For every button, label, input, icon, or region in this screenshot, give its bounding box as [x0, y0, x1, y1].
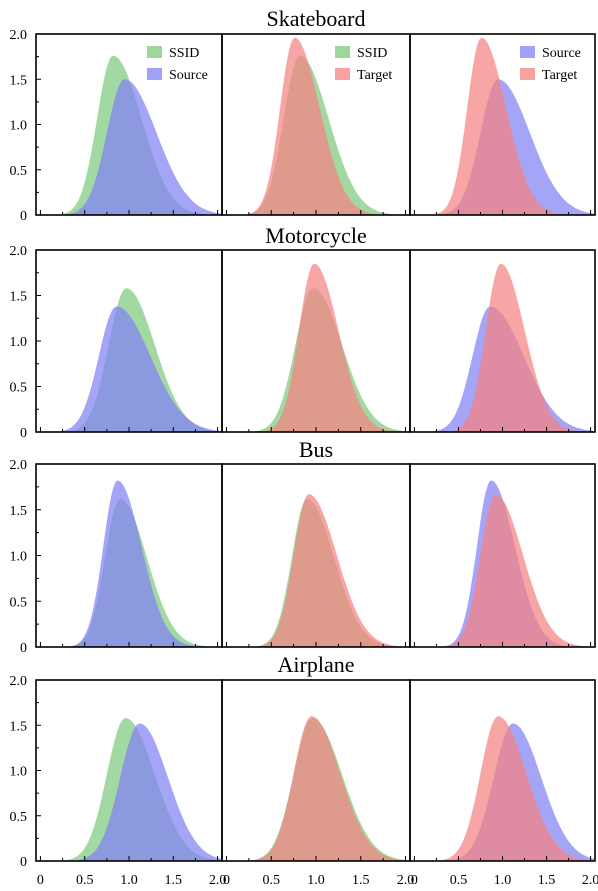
y-tick-label: 1.0: [10, 550, 28, 565]
area-target: [410, 37, 595, 215]
y-tick-label: 0: [20, 426, 27, 441]
x-tick-label: 1.5: [165, 873, 183, 888]
panel-0-1: SSID Target: [221, 33, 411, 216]
area-source: [36, 79, 222, 215]
row-title: Skateboard: [267, 6, 366, 31]
y-tick-label: 0: [20, 209, 27, 224]
x-tick-label: 1.5: [538, 873, 556, 888]
area-target: [222, 716, 410, 861]
panel-1-0: 0 0.5 1.0 1.5 2.0: [10, 244, 223, 441]
panel-3-1: 0 0.5 1.0 1.5 2.0: [221, 679, 415, 888]
y-tick-label: 2.0: [10, 28, 28, 43]
legend-label: Source: [542, 46, 581, 61]
y-tick-label: 2.0: [10, 674, 28, 689]
area-target: [410, 494, 595, 647]
legend-label: SSID: [169, 46, 199, 61]
y-tick-label: 2.0: [10, 458, 28, 473]
y-tick-label: 0.5: [10, 595, 28, 610]
area-target: [222, 494, 410, 647]
x-tick-label: 0: [223, 873, 230, 888]
row-title: Motorcycle: [265, 223, 366, 248]
x-tick-label: 2.0: [397, 873, 415, 888]
y-tick-label: 2.0: [10, 244, 28, 259]
area-source: [36, 306, 222, 432]
x-tick-label: 0.5: [262, 873, 280, 888]
legend-swatch-ssid: [335, 46, 350, 58]
y-tick-label: 1.0: [10, 335, 28, 350]
legend-label: Target: [357, 68, 392, 83]
x-tick-label: 0: [411, 873, 418, 888]
panel-2-0: 0 0.5 1.0 1.5 2.0: [10, 458, 223, 656]
legend-swatch-ssid: [147, 46, 162, 58]
y-tick-label: 0: [20, 855, 27, 870]
panel-3-0: 00.51.01.52.00 0.5 1.0 1.5 2.0: [10, 674, 227, 888]
legend-swatch-target: [520, 68, 535, 80]
x-tick-label: 0.5: [76, 873, 94, 888]
area-target: [222, 263, 410, 432]
legend-label: Source: [169, 68, 208, 83]
x-tick-label: 1.0: [120, 873, 138, 888]
panel-1-2: [409, 249, 596, 433]
panel-1-1: [221, 249, 411, 433]
x-tick-label: 1.5: [352, 873, 370, 888]
row-title: Bus: [299, 437, 333, 462]
panel-3-2: 0 0.5 1.0 1.5 2.0: [409, 679, 598, 888]
panel-2-2: [409, 463, 596, 648]
legend-label: SSID: [357, 46, 387, 61]
y-tick-label: 1.5: [10, 504, 28, 519]
y-tick-label: 1.5: [10, 73, 28, 88]
y-tick-label: 0.5: [10, 381, 28, 396]
legend-label: Target: [542, 68, 577, 83]
panel-0-2: Source Target: [409, 33, 596, 216]
x-tick-label: 2.0: [582, 873, 598, 888]
area-source: [36, 723, 222, 861]
x-tick-label: 1.0: [307, 873, 325, 888]
legend-swatch-source: [147, 68, 162, 80]
area-target: [410, 716, 595, 861]
y-tick-label: 0: [20, 641, 27, 656]
x-tick-label: 2.0: [209, 873, 227, 888]
x-tick-label: 0: [37, 873, 44, 888]
y-tick-label: 1.5: [10, 290, 28, 305]
legend-swatch-target: [335, 68, 350, 80]
area-target: [410, 263, 595, 432]
y-tick-label: 1.5: [10, 719, 28, 734]
panel-2-1: [221, 463, 411, 648]
panel-0-0: SSID Source 0 0.5 1.0 1.5 2.0: [10, 28, 223, 224]
y-tick-label: 0.5: [10, 164, 28, 179]
legend-swatch-source: [520, 46, 535, 58]
y-tick-label: 0.5: [10, 810, 28, 825]
row-title: Airplane: [278, 652, 355, 677]
x-tick-label: 0.5: [450, 873, 468, 888]
x-tick-label: 1.0: [494, 873, 512, 888]
area-source: [36, 480, 222, 647]
area-target: [222, 37, 410, 215]
y-tick-label: 1.0: [10, 119, 28, 134]
y-tick-label: 1.0: [10, 765, 28, 780]
